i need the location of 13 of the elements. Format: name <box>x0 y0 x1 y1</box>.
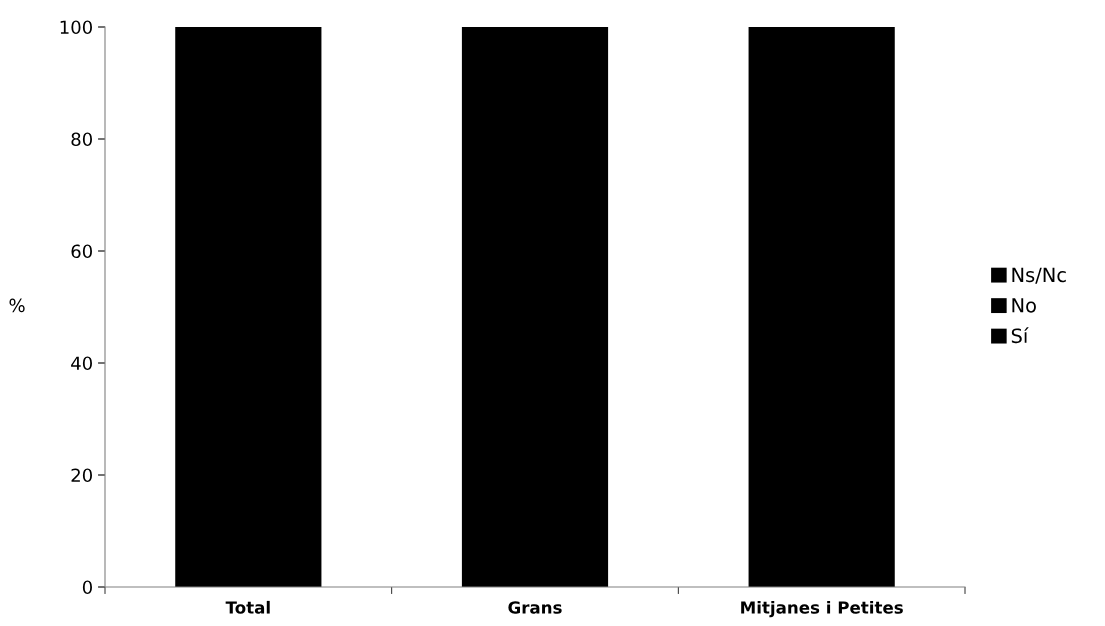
x-tick-label: Mitjanes i Petites <box>741 600 903 618</box>
y-axis-title: % <box>9 298 25 313</box>
y-tick-label: 80 <box>71 132 92 147</box>
legend-label: Sí <box>1011 327 1029 344</box>
y-tick-label: 0 <box>82 580 92 595</box>
legend-label: Ns/Nc <box>1012 267 1066 284</box>
y-tick-label: 100 <box>60 20 92 35</box>
y-tick-label: 60 <box>71 244 92 259</box>
x-tick-label: Grans <box>508 601 562 614</box>
x-tick-label: Total <box>225 600 270 614</box>
y-tick-label: 40 <box>71 356 92 371</box>
y-tick-label: 20 <box>71 468 92 483</box>
legend-label: No <box>1012 298 1036 313</box>
